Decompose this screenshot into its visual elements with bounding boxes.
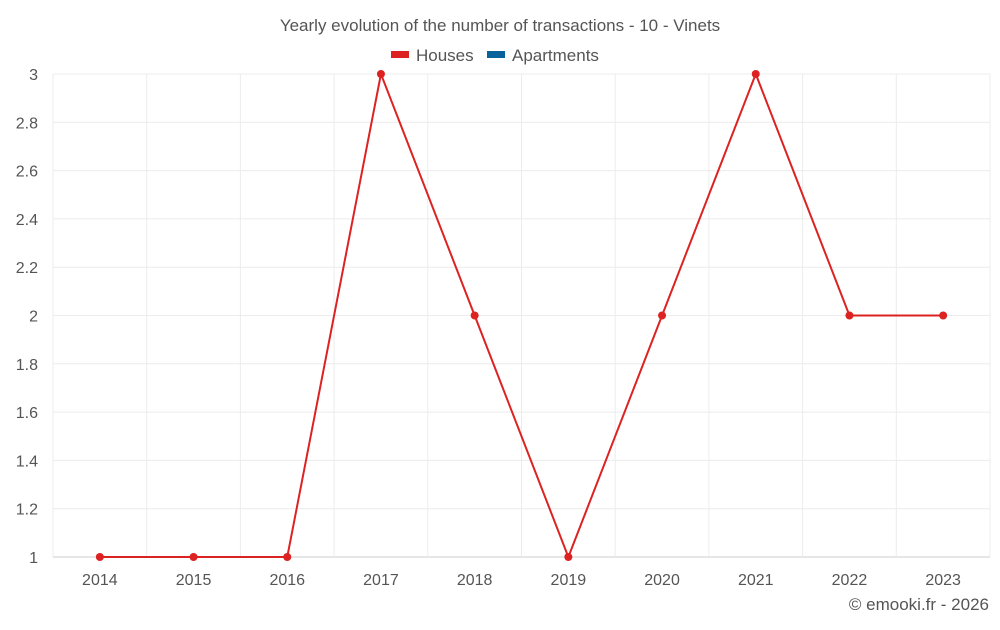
data-point — [564, 553, 573, 561]
chart-title: Yearly evolution of the number of transa… — [280, 16, 720, 35]
data-point — [845, 311, 854, 320]
credit[interactable]: © emooki.fr - 2026 — [849, 595, 989, 614]
grid — [52, 73, 991, 558]
x-tick-label: 2020 — [644, 572, 680, 589]
legend-label-apartments: Apartments — [512, 46, 599, 65]
legend: Houses Apartments — [391, 46, 599, 65]
legend-swatch-houses — [391, 51, 409, 58]
legend-label-houses: Houses — [416, 46, 474, 65]
x-tick-label: 2018 — [457, 572, 493, 589]
x-tick-label: 2023 — [925, 572, 961, 589]
data-point — [283, 553, 292, 561]
y-tick-label: 2.8 — [16, 115, 38, 132]
series-houses — [95, 70, 948, 561]
legend-item-houses[interactable]: Houses — [391, 46, 474, 65]
data-point — [189, 553, 198, 561]
x-tick-label: 2014 — [82, 572, 118, 589]
y-tick-label: 3 — [29, 67, 38, 84]
y-tick-label: 2 — [29, 309, 38, 326]
x-tick-label: 2015 — [176, 572, 212, 589]
x-axis: 2014 2015 2016 2017 2018 2019 2020 2021 2022 2023 — [82, 572, 961, 589]
x-tick-label: 2021 — [738, 572, 774, 589]
data-point — [658, 311, 667, 320]
legend-swatch-apartments — [487, 51, 505, 58]
y-axis: 1 1.2 1.4 1.6 1.8 2 2.2 2.4 2.6 2.8 3 — [16, 67, 38, 567]
y-tick-label: 2.4 — [16, 212, 38, 229]
legend-item-apartments[interactable]: Apartments — [487, 46, 599, 65]
data-point — [751, 70, 760, 78]
y-tick-label: 1.6 — [16, 405, 38, 422]
y-tick-label: 1.8 — [16, 357, 38, 374]
x-tick-label: 2019 — [551, 572, 587, 589]
data-point — [95, 553, 104, 561]
x-tick-label: 2016 — [269, 572, 305, 589]
y-tick-label: 1.4 — [16, 453, 38, 470]
series-line-houses — [99, 70, 944, 560]
y-tick-label: 1 — [29, 550, 38, 567]
x-tick-label: 2022 — [832, 572, 868, 589]
data-point — [470, 311, 479, 320]
y-tick-label: 1.2 — [16, 502, 38, 519]
y-tick-label: 2.6 — [16, 164, 38, 181]
data-point — [376, 70, 385, 78]
y-tick-label: 2.2 — [16, 260, 38, 277]
x-tick-label: 2017 — [363, 572, 399, 589]
data-point — [939, 311, 948, 320]
